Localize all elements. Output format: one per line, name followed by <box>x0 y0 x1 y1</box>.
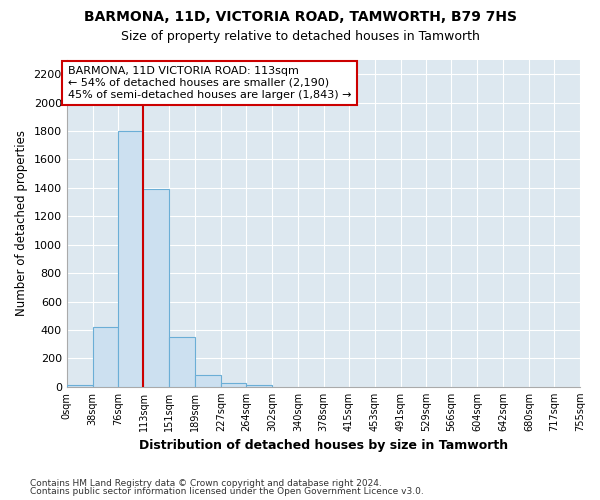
X-axis label: Distribution of detached houses by size in Tamworth: Distribution of detached houses by size … <box>139 440 508 452</box>
Bar <box>169 337 195 387</box>
Text: Contains HM Land Registry data © Crown copyright and database right 2024.: Contains HM Land Registry data © Crown c… <box>30 478 382 488</box>
Text: Contains public sector information licensed under the Open Government Licence v3: Contains public sector information licen… <box>30 487 424 496</box>
Bar <box>118 131 143 387</box>
Bar <box>143 190 169 387</box>
Y-axis label: Number of detached properties: Number of detached properties <box>15 130 28 316</box>
Text: BARMONA, 11D VICTORIA ROAD: 113sqm
← 54% of detached houses are smaller (2,190)
: BARMONA, 11D VICTORIA ROAD: 113sqm ← 54%… <box>68 66 352 100</box>
Bar <box>92 327 118 387</box>
Bar <box>67 384 92 387</box>
Bar <box>246 384 272 387</box>
Bar <box>195 376 221 387</box>
Text: Size of property relative to detached houses in Tamworth: Size of property relative to detached ho… <box>121 30 479 43</box>
Text: BARMONA, 11D, VICTORIA ROAD, TAMWORTH, B79 7HS: BARMONA, 11D, VICTORIA ROAD, TAMWORTH, B… <box>83 10 517 24</box>
Bar <box>221 382 246 387</box>
